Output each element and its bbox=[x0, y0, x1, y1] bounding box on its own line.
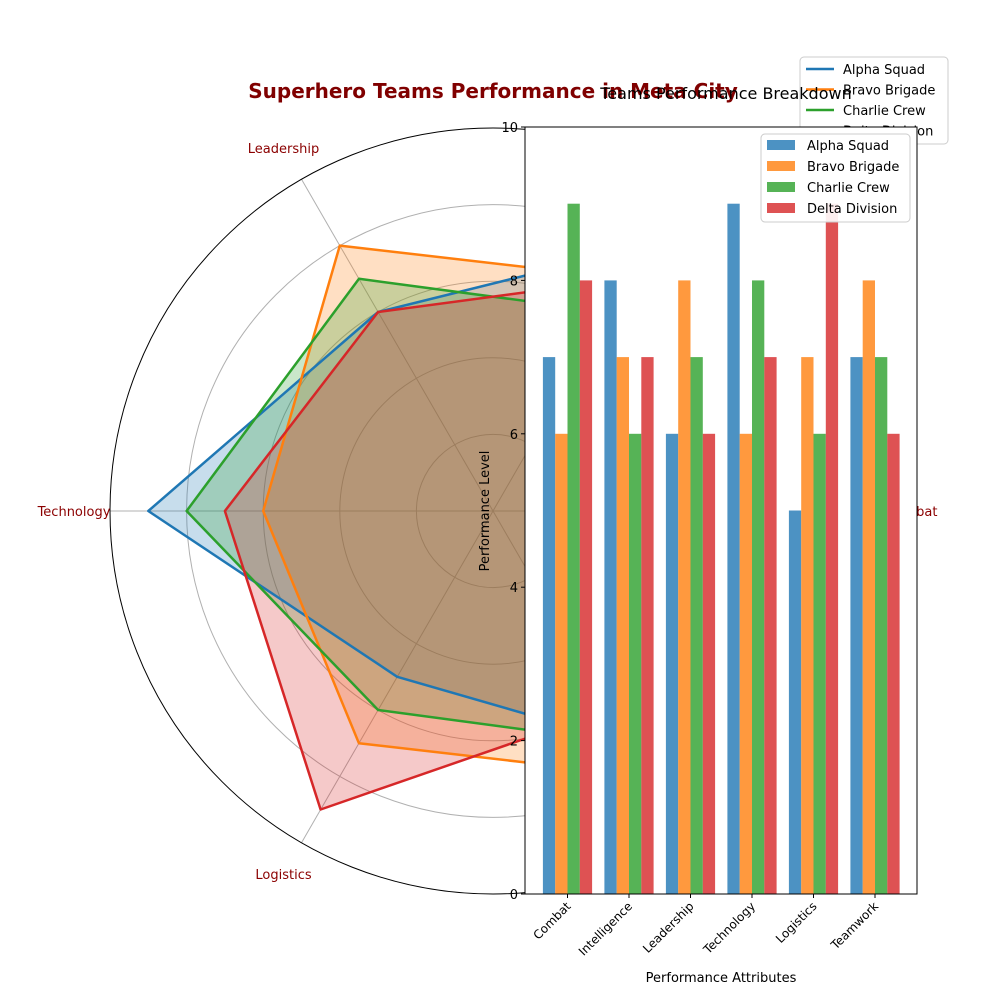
bar-legend-label: Delta Division bbox=[807, 202, 897, 217]
x-tick-label: Leadership bbox=[640, 899, 697, 956]
bar-bravo-brigade bbox=[616, 357, 629, 895]
x-tick-label: Logistics bbox=[773, 899, 820, 946]
y-tick-label: 8 bbox=[510, 274, 518, 289]
x-axis-label: Performance Attributes bbox=[646, 971, 797, 986]
bar-charlie-crew bbox=[690, 357, 703, 895]
radar-category-label: Technology bbox=[37, 505, 111, 520]
y-tick-label: 6 bbox=[510, 428, 518, 443]
bar-charlie-crew bbox=[875, 357, 888, 895]
y-axis-label: Performance Level bbox=[478, 451, 493, 572]
bar-legend-label: Charlie Crew bbox=[807, 181, 890, 196]
bar-bravo-brigade bbox=[739, 433, 752, 894]
bar-bravo-brigade bbox=[862, 280, 875, 894]
bar-delta-division bbox=[641, 357, 654, 895]
radar-category-label: Logistics bbox=[255, 868, 311, 883]
bar-legend-label: Alpha Squad bbox=[807, 139, 889, 154]
y-tick-label: 10 bbox=[501, 121, 518, 136]
y-tick-label: 0 bbox=[510, 888, 518, 903]
bar-alpha-squad bbox=[542, 357, 556, 895]
bar-bravo-brigade bbox=[801, 357, 814, 895]
bar-legend: Alpha Squad Bravo Brigade Charlie Crew Delt… bbox=[760, 133, 911, 223]
bar-charlie-crew bbox=[813, 433, 826, 894]
x-tick-label: Technology bbox=[700, 899, 758, 957]
y-tick-label: 2 bbox=[510, 735, 518, 750]
radar-legend-label: Alpha Squad bbox=[843, 63, 925, 78]
radar-legend-label: Bravo Brigade bbox=[843, 84, 935, 99]
bar-legend-swatch bbox=[767, 161, 795, 171]
bar-charlie-crew bbox=[567, 203, 580, 894]
bar-alpha-squad bbox=[788, 510, 802, 894]
bar-frame bbox=[524, 126, 918, 895]
bar-legend-swatch bbox=[767, 140, 795, 150]
bar-delta-division bbox=[887, 433, 900, 894]
bar-alpha-squad bbox=[665, 433, 679, 894]
bar-legend-swatch bbox=[767, 182, 795, 192]
bar-bravo-brigade bbox=[678, 280, 691, 894]
x-tick-label: Teamwork bbox=[828, 899, 882, 953]
bar-legend-label: Bravo Brigade bbox=[807, 160, 899, 175]
radar-category-label: Leadership bbox=[248, 142, 319, 157]
bar-alpha-squad bbox=[604, 280, 617, 894]
bar-charlie-crew bbox=[752, 280, 765, 894]
x-tick-label: Intelligence bbox=[576, 899, 635, 958]
bar-charlie-crew bbox=[629, 433, 642, 894]
bar-title: Teams Performance Breakdown bbox=[599, 84, 851, 103]
bar-delta-division bbox=[825, 203, 839, 894]
bar-alpha-squad bbox=[727, 203, 740, 894]
bar-delta-division bbox=[702, 433, 716, 894]
x-tick-label: Combat bbox=[530, 899, 573, 942]
radar-title: Superhero Teams Performance in Meta City bbox=[248, 79, 738, 103]
radar-spoke bbox=[301, 179, 494, 512]
bar-delta-division bbox=[764, 357, 777, 895]
bar-alpha-squad bbox=[850, 357, 863, 895]
y-tick-label: 4 bbox=[510, 581, 518, 596]
bar-delta-division bbox=[579, 280, 593, 894]
radar-legend-label: Charlie Crew bbox=[843, 104, 926, 119]
bar-chart: 0 2 4 6 8 10 Combat Intelligence Leadership Techn… bbox=[478, 84, 918, 986]
bar-bravo-brigade bbox=[555, 433, 568, 894]
bar-legend-swatch bbox=[767, 203, 795, 213]
bar-legend-box bbox=[760, 133, 911, 223]
